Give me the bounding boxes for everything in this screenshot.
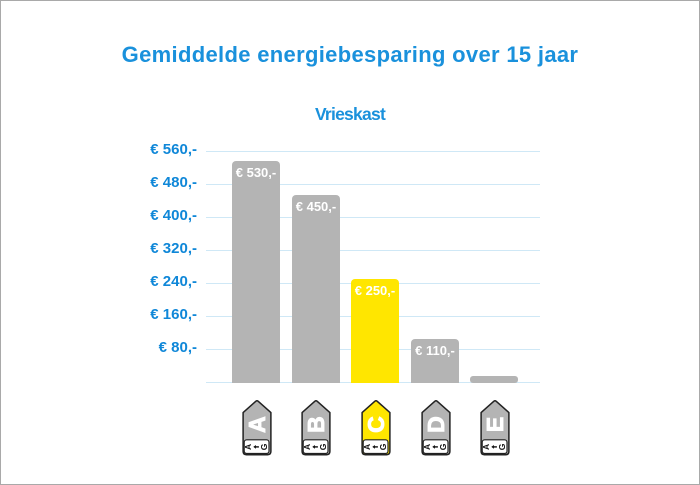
svg-text:E: E: [482, 417, 508, 432]
svg-text:D: D: [423, 416, 449, 433]
svg-text:A: A: [244, 416, 270, 433]
svg-text:C: C: [363, 416, 389, 433]
svg-text:B: B: [303, 416, 329, 433]
